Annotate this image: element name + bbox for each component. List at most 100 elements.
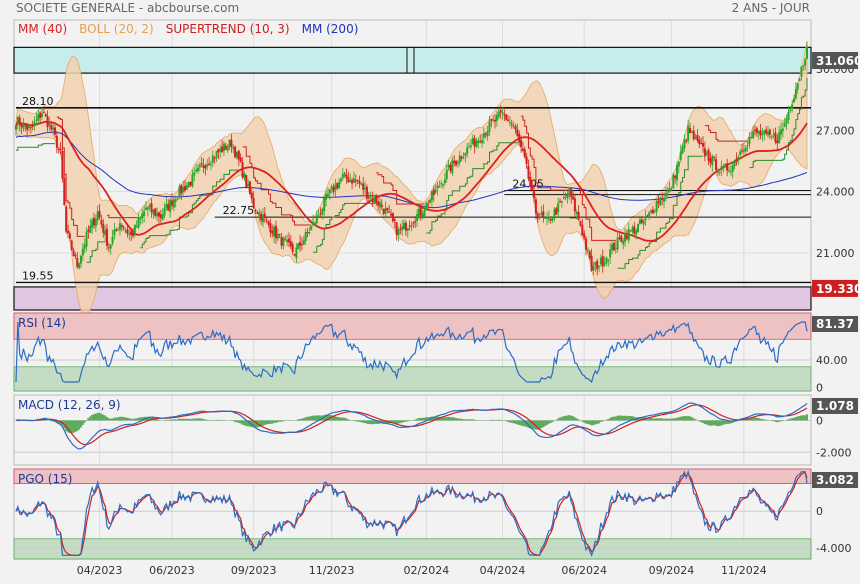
histogram-bar <box>108 418 110 420</box>
candle-body <box>141 214 143 219</box>
candle-body <box>550 219 552 221</box>
candle-body <box>294 254 296 255</box>
candle-body <box>503 114 505 115</box>
candle-body <box>56 136 58 148</box>
histogram-bar <box>771 420 773 421</box>
histogram-bar <box>756 418 758 421</box>
candle-body <box>763 131 765 135</box>
candle-body <box>695 137 697 138</box>
candle-body <box>357 180 359 181</box>
candle-body <box>351 180 353 183</box>
histogram-bar <box>670 419 672 421</box>
candle-body <box>392 213 394 221</box>
candle-body <box>793 98 795 102</box>
pgo-value: 3.082 <box>816 473 854 487</box>
candle-body <box>648 212 650 217</box>
candle-body <box>110 244 112 248</box>
histogram-bar <box>589 420 591 424</box>
candle-body <box>721 166 723 170</box>
histogram-bar <box>581 420 583 421</box>
x-tick-label: 04/2024 <box>480 564 526 577</box>
candle-body <box>26 125 28 130</box>
candle-body <box>30 127 32 128</box>
histogram-bar <box>709 420 711 425</box>
histogram-bar <box>171 420 173 421</box>
candle-body <box>230 140 232 147</box>
histogram-bar <box>273 420 275 422</box>
histogram-bar <box>219 420 221 421</box>
histogram-bar <box>188 419 190 421</box>
candle-body <box>86 232 88 247</box>
candle-body <box>104 231 106 236</box>
histogram-bar <box>474 420 476 421</box>
candle-body <box>377 202 379 206</box>
candle-body <box>262 215 264 223</box>
candle-body <box>375 195 377 203</box>
candle-body <box>680 152 682 160</box>
y-tick-label: 0 <box>816 505 823 518</box>
candle-body <box>334 185 336 190</box>
candle-body <box>255 210 257 212</box>
candle-body <box>210 164 212 165</box>
candle-body <box>784 124 786 127</box>
candle-body <box>87 230 89 232</box>
histogram-bar <box>800 415 802 420</box>
histogram-bar <box>557 418 559 420</box>
histogram-bar <box>700 420 702 422</box>
candle-body <box>734 161 736 166</box>
candle-body <box>338 182 340 188</box>
histogram-bar <box>617 416 619 421</box>
histogram-bar <box>240 420 242 423</box>
histogram-bar <box>763 419 765 420</box>
candle-body <box>511 124 513 125</box>
candle-body <box>63 178 65 205</box>
candle-body <box>500 110 502 112</box>
histogram-bar <box>340 417 342 420</box>
candle-body <box>553 209 555 218</box>
candle-body <box>156 213 158 216</box>
candle-body <box>139 217 141 219</box>
histogram-bar <box>498 420 500 421</box>
candle-body <box>420 206 422 215</box>
candle-body <box>448 165 450 167</box>
candle-body <box>223 144 225 151</box>
histogram-bar <box>613 417 615 421</box>
histogram-bar <box>680 417 682 421</box>
candle-body <box>360 183 362 185</box>
candle-body <box>474 138 476 146</box>
candle-body <box>754 130 756 131</box>
candle-body <box>199 165 201 167</box>
macd-line <box>16 403 807 449</box>
candle-body <box>260 214 262 220</box>
candle-body <box>548 217 550 220</box>
histogram-bar <box>173 419 175 420</box>
histogram-bar <box>583 420 585 422</box>
candle-body <box>789 110 791 111</box>
candle-body <box>737 157 739 161</box>
candle-body <box>620 236 622 242</box>
candle-body <box>95 219 97 227</box>
candle-body <box>769 130 771 135</box>
histogram-bar <box>520 420 522 425</box>
histogram-bar <box>459 418 461 420</box>
candle-body <box>409 226 411 227</box>
histogram-bar <box>542 420 544 427</box>
x-tick-label: 06/2023 <box>149 564 195 577</box>
histogram-bar <box>453 417 455 420</box>
macd-label: MACD (12, 26, 9) <box>18 398 121 412</box>
candle-body <box>704 148 706 156</box>
candle-body <box>730 171 732 172</box>
candle-body <box>264 214 266 218</box>
candle-body <box>786 119 788 123</box>
candle-body <box>152 210 154 215</box>
histogram-bar <box>121 417 123 421</box>
candle-body <box>47 116 49 127</box>
candle-body <box>518 134 520 142</box>
candle-body <box>585 238 587 249</box>
candle-body <box>171 201 173 206</box>
histogram-bar <box>206 420 208 421</box>
candle-body <box>477 140 479 143</box>
candle-body <box>97 211 99 220</box>
